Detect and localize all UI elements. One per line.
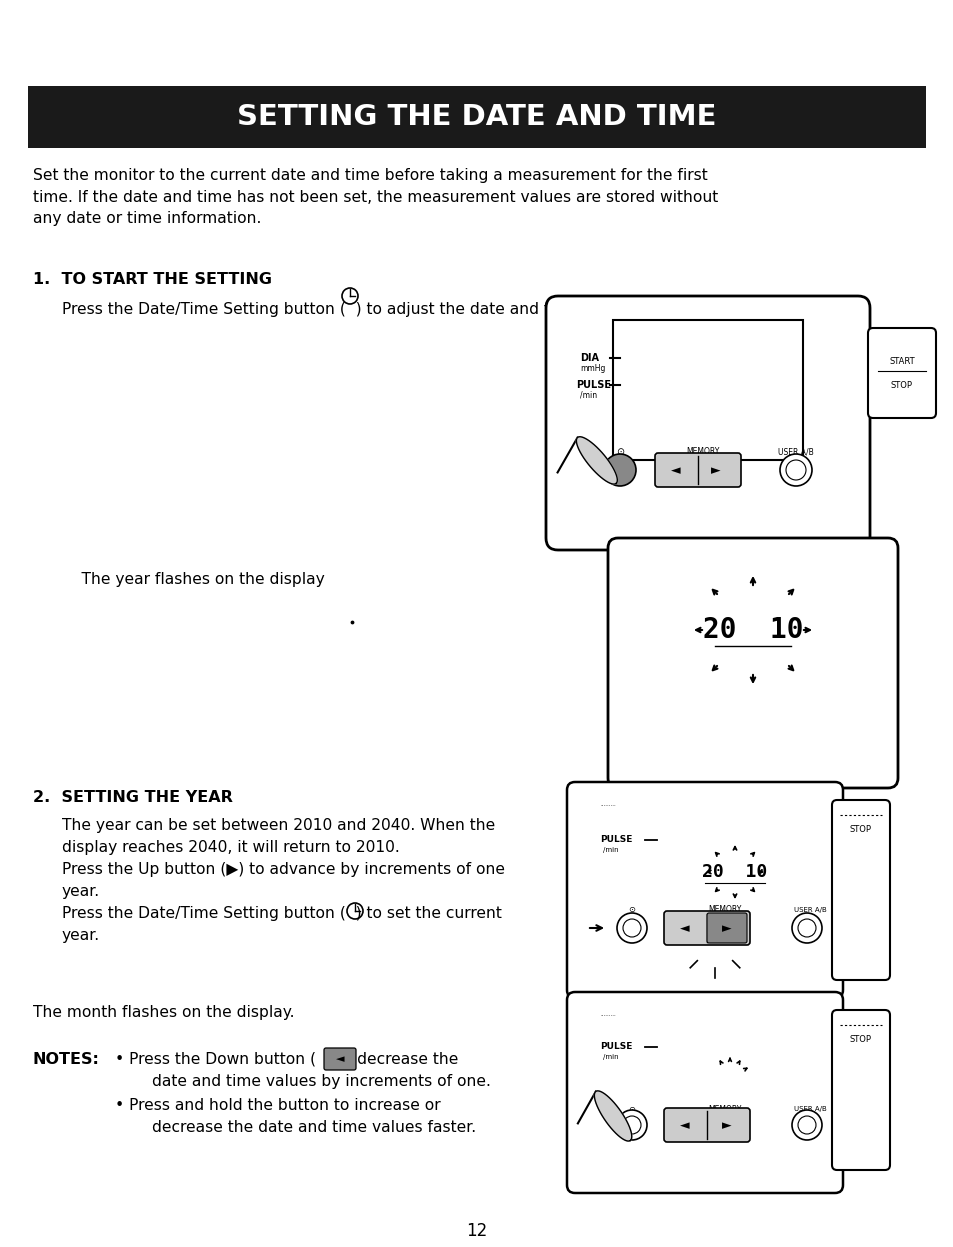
- Text: Set the monitor to the current date and time before taking a measurement for the: Set the monitor to the current date and …: [33, 168, 718, 226]
- Text: date and time values by increments of one.: date and time values by increments of on…: [152, 1074, 491, 1089]
- Circle shape: [622, 919, 640, 936]
- FancyBboxPatch shape: [566, 782, 842, 998]
- Text: decrease the date and time values faster.: decrease the date and time values faster…: [152, 1120, 476, 1135]
- Text: ◄: ◄: [679, 1120, 689, 1132]
- Text: ►: ►: [710, 464, 720, 478]
- FancyBboxPatch shape: [655, 453, 740, 488]
- Text: ◄: ◄: [671, 464, 680, 478]
- Text: 1.  TO START THE SETTING: 1. TO START THE SETTING: [33, 272, 272, 287]
- Text: display reaches 2040, it will return to 2010.: display reaches 2040, it will return to …: [62, 840, 399, 855]
- Text: ►: ►: [721, 923, 731, 935]
- FancyBboxPatch shape: [566, 993, 842, 1193]
- Text: PULSE: PULSE: [599, 1042, 632, 1051]
- Text: The month flashes on the display.: The month flashes on the display.: [33, 1005, 294, 1020]
- Text: MEMORY: MEMORY: [707, 1105, 740, 1114]
- FancyBboxPatch shape: [324, 1047, 355, 1070]
- Circle shape: [603, 454, 636, 486]
- Circle shape: [617, 913, 646, 943]
- FancyBboxPatch shape: [706, 913, 746, 943]
- Circle shape: [791, 913, 821, 943]
- FancyBboxPatch shape: [867, 328, 935, 418]
- Text: USER A/B: USER A/B: [793, 1106, 825, 1112]
- Circle shape: [785, 460, 805, 480]
- FancyBboxPatch shape: [663, 912, 749, 945]
- Text: ⊙: ⊙: [628, 905, 635, 914]
- FancyBboxPatch shape: [831, 801, 889, 980]
- FancyBboxPatch shape: [613, 320, 802, 460]
- Text: STOP: STOP: [849, 826, 871, 834]
- Text: .........: .........: [599, 1013, 615, 1018]
- Text: /min: /min: [602, 1054, 618, 1060]
- Circle shape: [780, 454, 811, 486]
- Polygon shape: [576, 436, 617, 484]
- Text: 12: 12: [466, 1222, 487, 1240]
- Text: MEMORY: MEMORY: [685, 448, 719, 456]
- FancyBboxPatch shape: [831, 1010, 889, 1170]
- Text: The year can be set between 2010 and 2040. When the: The year can be set between 2010 and 204…: [62, 818, 495, 833]
- Text: ⊙: ⊙: [616, 446, 623, 456]
- Text: ◄: ◄: [335, 1054, 344, 1064]
- Text: START: START: [888, 357, 914, 365]
- Text: ►: ►: [721, 1120, 731, 1132]
- Text: PULSE: PULSE: [576, 380, 610, 390]
- Text: /min: /min: [579, 392, 597, 400]
- Text: • Press and hold the button to increase or: • Press and hold the button to increase …: [115, 1099, 440, 1114]
- Text: USER A/B: USER A/B: [778, 448, 813, 456]
- Text: ⊙: ⊙: [628, 1105, 635, 1114]
- Text: USER A/B: USER A/B: [793, 907, 825, 913]
- Text: .........: .........: [599, 802, 615, 807]
- Text: SETTING THE DATE AND TIME: SETTING THE DATE AND TIME: [237, 104, 716, 131]
- Text: 20  10: 20 10: [702, 616, 802, 643]
- Text: Press the Up button (▶) to advance by increments of one: Press the Up button (▶) to advance by in…: [62, 862, 504, 877]
- Circle shape: [622, 1116, 640, 1134]
- Circle shape: [797, 919, 815, 936]
- Circle shape: [791, 1110, 821, 1140]
- Text: /min: /min: [602, 847, 618, 853]
- Text: mmHg: mmHg: [579, 364, 605, 373]
- FancyBboxPatch shape: [545, 296, 869, 550]
- Text: ◄: ◄: [679, 923, 689, 935]
- Text: year.: year.: [62, 928, 100, 943]
- FancyBboxPatch shape: [28, 86, 925, 148]
- Text: PULSE: PULSE: [599, 835, 632, 844]
- Text: DIA: DIA: [579, 353, 598, 363]
- Text: 20  10: 20 10: [701, 863, 767, 880]
- Text: 2.  SETTING THE YEAR: 2. SETTING THE YEAR: [33, 791, 233, 806]
- Polygon shape: [594, 1091, 631, 1141]
- Text: The year flashes on the display: The year flashes on the display: [62, 572, 324, 587]
- FancyBboxPatch shape: [607, 537, 897, 788]
- Text: year.: year.: [62, 884, 100, 899]
- FancyBboxPatch shape: [663, 1109, 749, 1142]
- Text: NOTES:: NOTES:: [33, 1052, 100, 1067]
- Text: • Press the Down button (  ) to decrease the: • Press the Down button ( ) to decrease …: [115, 1052, 457, 1067]
- Text: STOP: STOP: [890, 380, 912, 389]
- Circle shape: [797, 1116, 815, 1134]
- Text: Press the Date/Time Setting button (  ) to adjust the date and time.: Press the Date/Time Setting button ( ) t…: [62, 302, 583, 317]
- Text: STOP: STOP: [849, 1035, 871, 1044]
- Text: MEMORY: MEMORY: [707, 905, 740, 914]
- Circle shape: [617, 1110, 646, 1140]
- Text: Press the Date/Time Setting button (  ) to set the current: Press the Date/Time Setting button ( ) t…: [62, 907, 501, 922]
